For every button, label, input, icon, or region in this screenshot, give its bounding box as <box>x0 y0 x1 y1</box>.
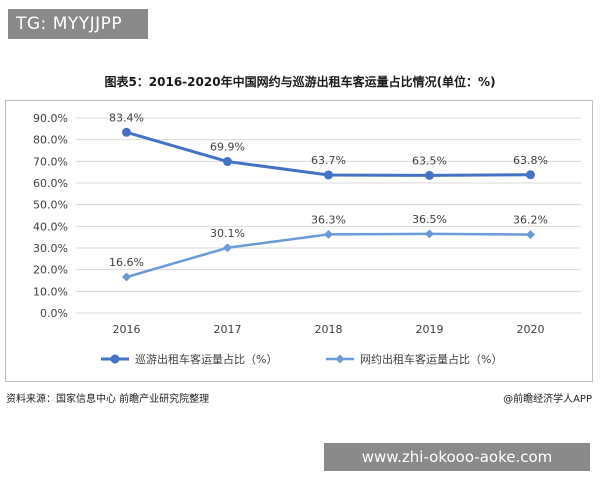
y-tick-label: 10.0% <box>33 285 68 298</box>
data-point <box>324 229 333 239</box>
data-point <box>223 243 232 253</box>
y-tick-label: 60.0% <box>33 177 68 190</box>
data-point <box>526 230 535 240</box>
y-tick-label: 70.0% <box>33 155 68 168</box>
data-label: 36.5% <box>412 213 447 226</box>
data-label: 63.5% <box>412 154 447 167</box>
chart-frame: 0.0% 10.0% 20.0% 30.0% 40.0% 50.0% 60.0% 70.0% 8… <box>5 100 593 382</box>
data-point <box>526 170 535 180</box>
credit-note: @前瞻经济学人APP <box>503 394 592 405</box>
data-point <box>324 170 333 180</box>
legend-marker <box>110 354 120 364</box>
y-tick-label: 50.0% <box>33 199 68 212</box>
data-label: 30.1% <box>210 227 245 240</box>
watermark-tag: TG: MYYJJPP <box>8 9 148 39</box>
data-point <box>425 229 434 239</box>
data-label: 16.6% <box>109 256 144 269</box>
data-label: 36.3% <box>311 213 346 226</box>
x-tick-label: 2020 <box>517 323 545 336</box>
x-tick-label: 2019 <box>416 323 444 336</box>
legend-label: 巡游出租车客运量占比（%） <box>135 352 277 366</box>
y-tick-label: 80.0% <box>33 134 68 147</box>
source-note: 资料来源：国家信息中心 前瞻产业研究院整理 <box>6 394 210 405</box>
y-tick-label: 0.0% <box>40 307 68 320</box>
data-point <box>122 272 131 282</box>
y-tick-label: 30.0% <box>33 242 68 255</box>
legend-marker <box>335 354 345 364</box>
data-label: 63.7% <box>311 154 346 167</box>
data-point <box>223 157 232 167</box>
x-tick-label: 2016 <box>113 323 141 336</box>
data-label: 69.9% <box>210 141 245 154</box>
y-tick-label: 90.0% <box>33 112 68 125</box>
x-tick-label: 2018 <box>315 323 343 336</box>
chart-title: 图表5：2016-2020年中国网约与巡游出租车客运量占比情况(单位：%) <box>104 75 496 89</box>
data-point <box>122 127 131 137</box>
line-chart: 0.0% 10.0% 20.0% 30.0% 40.0% 50.0% 60.0% 70.0% 8… <box>33 111 581 366</box>
x-tick-label: 2017 <box>214 323 242 336</box>
y-tick-label: 20.0% <box>33 264 68 277</box>
data-point <box>425 170 434 180</box>
data-label: 63.8% <box>513 154 548 167</box>
data-label: 83.4% <box>109 111 144 124</box>
data-label: 36.2% <box>513 214 548 227</box>
legend-label: 网约出租车客运量占比（%） <box>360 352 502 366</box>
watermark-url: www.zhi-okooo-aoke.com <box>324 443 590 471</box>
y-tick-label: 40.0% <box>33 220 68 233</box>
series-line <box>126 232 531 279</box>
